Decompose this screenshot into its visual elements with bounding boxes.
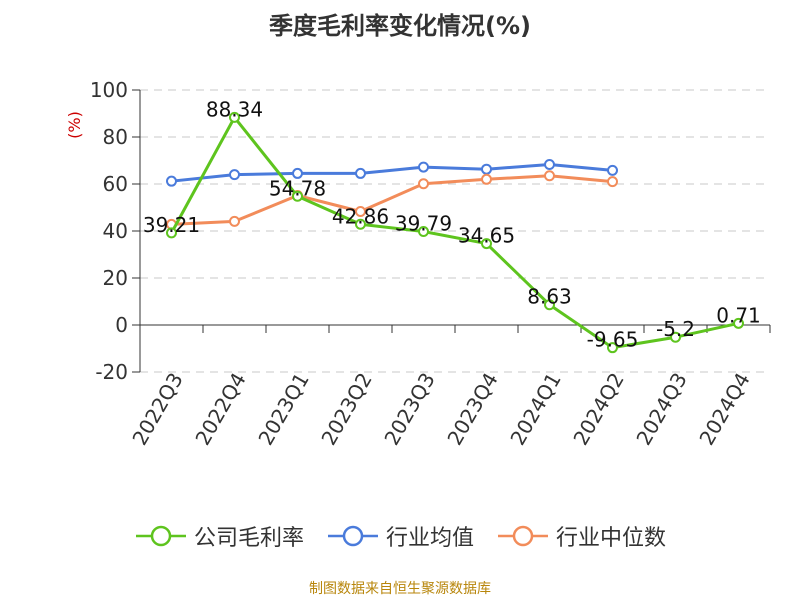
data-point — [229, 111, 240, 123]
legend-swatch — [135, 525, 186, 547]
data-point — [544, 299, 555, 311]
series-layer — [166, 111, 744, 354]
data-label: -5.2 — [656, 317, 695, 341]
data-point — [418, 161, 429, 173]
y-tick-label: 100 — [90, 78, 128, 102]
data-point — [229, 215, 240, 227]
legend-label: 行业中位数 — [556, 526, 667, 551]
x-tick-label: 2023Q4 — [442, 369, 502, 450]
legend-label: 公司毛利率 — [193, 526, 304, 551]
chart-title: 季度毛利率变化情况(%) — [269, 12, 531, 40]
data-label: 34.65 — [458, 224, 515, 248]
data-point — [166, 175, 177, 187]
data-point — [418, 178, 429, 190]
y-tick-label: 60 — [103, 172, 128, 196]
y-axis-label: (%) — [65, 111, 84, 139]
x-tick-label: 2023Q3 — [379, 369, 439, 450]
data-point — [481, 238, 492, 250]
data-point — [229, 169, 240, 181]
y-tick-label: 40 — [103, 219, 128, 243]
x-tick-label: 2024Q1 — [505, 369, 565, 450]
y-tick-label: -20 — [95, 360, 128, 384]
y-tick-label: 20 — [103, 266, 128, 290]
data-point — [607, 176, 618, 188]
legend-item[interactable]: 公司毛利率 — [134, 520, 304, 552]
data-label: 88.34 — [206, 97, 263, 121]
data-point — [607, 342, 618, 354]
data-point — [544, 158, 555, 170]
legend-swatch-marker — [150, 525, 172, 547]
data-point — [670, 331, 681, 343]
data-label: -9.65 — [587, 328, 639, 352]
x-tick-label: 2023Q1 — [253, 369, 313, 450]
data-point — [607, 164, 618, 176]
series-line — [171, 162, 613, 183]
data-point — [544, 170, 555, 182]
data-point — [292, 190, 303, 202]
data-point — [166, 227, 177, 239]
y-tick-label: 0 — [115, 313, 128, 337]
data-point — [355, 167, 366, 179]
data-label: 0.71 — [716, 303, 761, 327]
legend-item[interactable]: 行业均值 — [326, 520, 474, 552]
data-point — [481, 163, 492, 175]
data-label: 39.21 — [143, 213, 200, 237]
data-label: 54.78 — [269, 176, 326, 200]
y-tick-label: 80 — [103, 125, 128, 149]
data-point — [355, 218, 366, 230]
data-label: 8.63 — [527, 285, 572, 309]
data-point — [418, 225, 429, 237]
series-line — [170, 115, 739, 350]
x-tick-label: 2024Q4 — [694, 369, 754, 450]
legend-swatch — [498, 525, 548, 547]
data-point — [292, 167, 303, 179]
data-point — [481, 173, 492, 185]
legend-swatch-marker — [342, 525, 364, 547]
x-tick-label: 2022Q4 — [190, 369, 250, 450]
legend-swatch — [327, 525, 378, 547]
data-point — [733, 317, 744, 329]
legend-swatch-marker — [512, 525, 534, 547]
series-line — [171, 174, 613, 226]
legend: 公司毛利率 行业均值 行业中位数 — [0, 520, 800, 552]
x-tick-label: 2022Q3 — [127, 369, 187, 450]
legend-item[interactable]: 行业中位数 — [496, 520, 666, 552]
x-tick-label: 2024Q2 — [568, 369, 628, 450]
x-tick-label: 2024Q3 — [631, 369, 691, 450]
source-note: 制图数据来自恒生聚源数据库 — [309, 581, 491, 597]
data-label: 42.86 — [332, 204, 389, 228]
legend-label: 行业均值 — [385, 526, 474, 551]
data-label: 39.79 — [395, 211, 452, 235]
data-point — [355, 205, 366, 217]
x-tick-label: 2023Q2 — [316, 369, 376, 450]
